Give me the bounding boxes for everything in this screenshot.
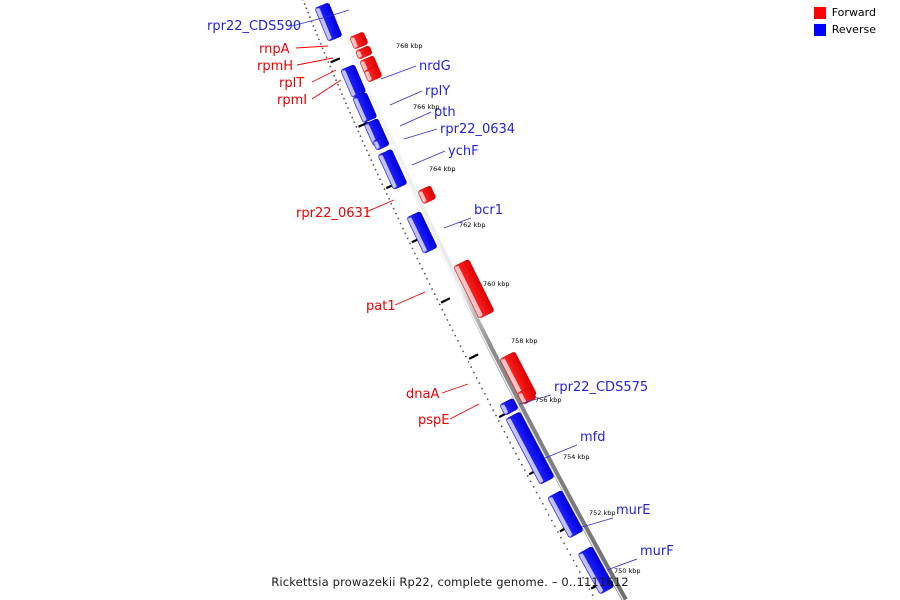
axis-tick-label: 760 kbp — [483, 280, 510, 288]
axis-tick-label: 758 kbp — [511, 337, 538, 345]
gene-labels[interactable]: rpr22_CDS590 rnpA rpmH rplT rpmI nrdG rplY pth r… — [207, 19, 674, 559]
gene-label[interactable]: rpr22_0634 — [440, 122, 515, 137]
gene-label[interactable]: nrdG — [419, 59, 451, 74]
label-leader-line — [311, 79, 342, 100]
genome-backbone — [327, 0, 628, 600]
gene-feature[interactable] — [340, 64, 366, 98]
axis-tick-label: 754 kbp — [563, 453, 590, 461]
gene-label[interactable]: ychF — [448, 144, 479, 159]
gene-feature[interactable] — [355, 45, 373, 59]
label-leader-line — [411, 150, 446, 166]
axis-tick-labels: 768 kbp 766 kbp 764 kbp 762 kbp 760 kbp 758 k… — [396, 42, 641, 575]
gene-feature[interactable] — [506, 412, 555, 485]
gene-label[interactable]: pspE — [418, 413, 450, 428]
gene-feature[interactable] — [407, 211, 438, 254]
axis-tick-mark — [440, 297, 451, 304]
gene-feature[interactable] — [578, 546, 614, 594]
axis-tick-label: 756 kbp — [535, 396, 562, 404]
gene-label[interactable]: pth — [434, 105, 456, 120]
gene-label[interactable]: rpr22_CDS575 — [554, 380, 648, 395]
gene-label[interactable]: rpr22_0631 — [296, 206, 371, 221]
legend-item-reverse[interactable]: Reverse — [813, 23, 876, 37]
gene-feature[interactable] — [517, 386, 536, 405]
label-leader-line — [380, 65, 417, 80]
gene-label[interactable]: rpmH — [257, 59, 293, 74]
gene-feature[interactable] — [349, 32, 368, 50]
legend-label-forward: Forward — [831, 6, 876, 19]
gene-feature[interactable] — [547, 490, 583, 538]
gene-label[interactable]: pat1 — [366, 299, 396, 314]
label-leader-line — [518, 394, 552, 405]
gene-feature[interactable] — [500, 398, 519, 416]
label-leader-line — [449, 403, 480, 420]
label-leader-line — [441, 383, 469, 394]
label-leader-line — [291, 9, 350, 27]
gene-feature[interactable] — [418, 185, 437, 204]
gene-label[interactable]: rpmI — [277, 93, 307, 108]
gene-label[interactable]: dnaA — [406, 387, 439, 402]
gene-feature[interactable] — [315, 3, 342, 42]
gene-feature[interactable] — [378, 149, 407, 190]
gene-label[interactable]: rpr22_CDS590 — [207, 19, 301, 34]
label-leader-lines — [291, 9, 638, 571]
gene-label[interactable]: bcr1 — [474, 203, 503, 218]
label-leader-line — [403, 128, 438, 140]
strand-legend: Forward Reverse — [813, 6, 876, 37]
axis-tick-mark — [468, 353, 479, 360]
gene-feature[interactable] — [353, 92, 378, 123]
label-leader-line — [544, 444, 578, 459]
gene-feature[interactable] — [453, 259, 494, 319]
gene-label[interactable]: murF — [640, 544, 674, 559]
axis-tick-label: 768 kbp — [396, 42, 423, 50]
label-leader-line — [581, 517, 614, 528]
gene-label[interactable]: mfd — [580, 430, 606, 445]
label-leader-line — [394, 291, 426, 306]
gene-feature[interactable] — [373, 136, 390, 151]
gene-label[interactable]: rnpA — [259, 42, 290, 57]
label-leader-line — [399, 111, 432, 127]
label-leader-line — [606, 558, 638, 571]
gene-label[interactable]: murE — [616, 503, 650, 518]
label-leader-line — [295, 45, 329, 49]
axis-tick-label: 750 kbp — [614, 567, 641, 575]
axis-tick-label: 762 kbp — [459, 221, 486, 229]
label-leader-line — [443, 217, 472, 229]
legend-label-reverse: Reverse — [831, 23, 876, 36]
gene-label[interactable]: rplY — [425, 84, 450, 99]
gene-feature[interactable] — [364, 65, 383, 82]
label-leader-line — [389, 90, 423, 106]
axis-tick-label: 764 kbp — [429, 165, 456, 173]
map-caption: Rickettsia prowazekii Rp22, complete gen… — [271, 575, 629, 589]
label-leader-line — [365, 199, 395, 213]
label-leader-line — [311, 69, 337, 83]
axis-tick-mark — [330, 57, 341, 64]
legend-item-forward[interactable]: Forward — [813, 6, 876, 20]
forward-swatch — [813, 7, 826, 19]
gene-features[interactable] — [315, 3, 614, 595]
axis-tick-label: 752 kbp — [589, 509, 616, 517]
label-leader-line — [296, 57, 334, 66]
reverse-swatch — [813, 24, 826, 36]
gene-label[interactable]: rplT — [279, 76, 304, 91]
axis-tick-label: 766 kbp — [413, 103, 440, 111]
